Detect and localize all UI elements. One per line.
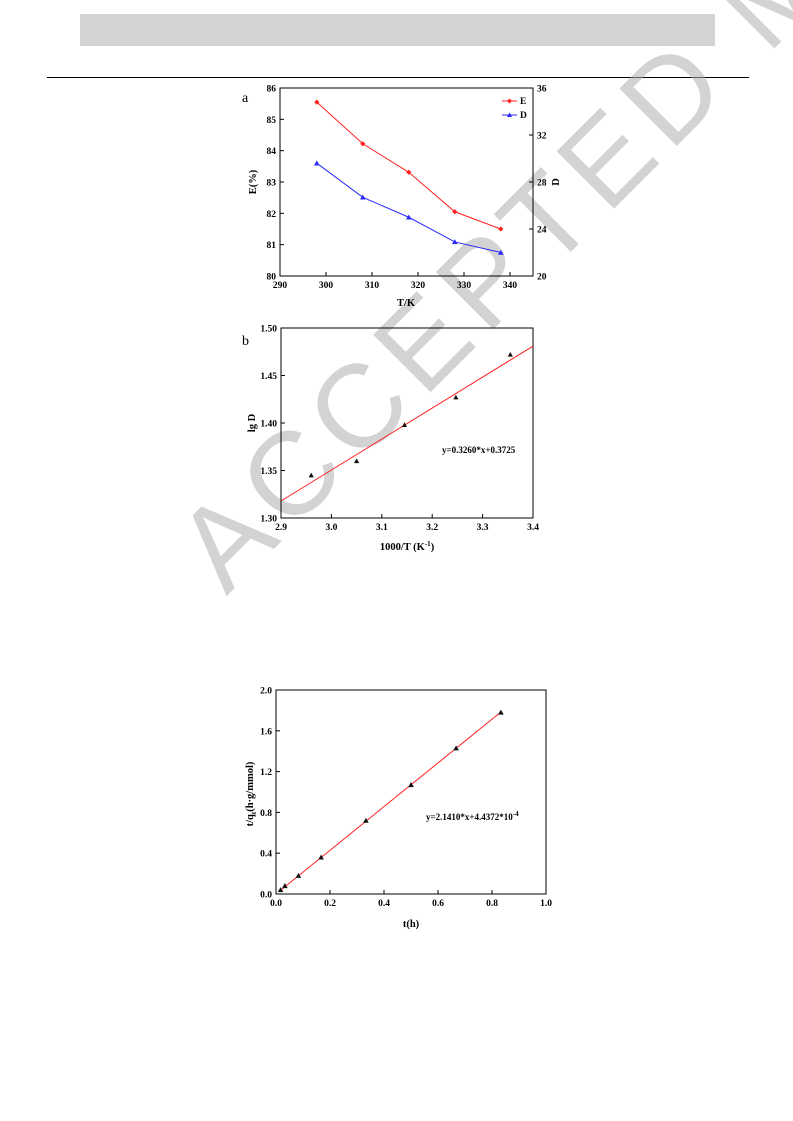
legend-marker-e: [507, 98, 512, 104]
data-point-c: [453, 745, 459, 751]
a-y2-tick-label: 32: [537, 132, 547, 142]
b-x-tick-label: 3.0: [325, 523, 337, 533]
x-axis-label-c: t(h): [403, 919, 420, 930]
data-point-e: [498, 226, 504, 232]
x-axis-label-a: T/K: [397, 298, 416, 309]
data-point-e: [452, 209, 458, 215]
a-y2-tick-label: 20: [537, 273, 547, 283]
b-y-tick-label: 1.30: [260, 515, 277, 525]
legend-label-e: E: [520, 97, 526, 107]
data-point-d: [360, 194, 366, 200]
data-point-c: [363, 817, 369, 823]
a-x-tick-label: 300: [319, 281, 334, 291]
data-point-c: [408, 782, 414, 788]
data-point-d: [452, 239, 458, 245]
b-x-tick-label: 3.4: [527, 523, 539, 533]
a-y2-tick-label: 24: [537, 226, 547, 236]
data-point-d: [314, 160, 320, 166]
c-x-tick-label: 0.4: [378, 899, 390, 909]
c-y-tick-label: 0.8: [260, 809, 272, 819]
a-y-tick-label: 82: [267, 210, 277, 220]
data-point-d: [498, 249, 504, 255]
data-point-b: [507, 352, 513, 357]
plot-frame-a: [279, 87, 534, 277]
data-point-b: [308, 472, 314, 478]
data-point-c: [318, 854, 324, 860]
b-y-tick-label: 1.40: [260, 420, 277, 430]
b-y-tick-label: 1.50: [260, 325, 277, 335]
c-y-tick-label: 2.0: [260, 687, 272, 697]
a-y-tick-label: 85: [267, 116, 277, 126]
fit-equation-c: y=2.1410*x+4.4372*10-4: [426, 810, 519, 822]
data-point-c: [282, 883, 288, 889]
data-point-b: [354, 458, 360, 464]
header-bar: [80, 14, 715, 46]
c-y-tick-label: 1.6: [260, 727, 272, 737]
b-x-tick-label: 3.1: [376, 523, 388, 533]
a-x-tick-label: 290: [273, 281, 288, 291]
data-point-d: [406, 214, 412, 220]
chart-c: t(h) t/qt(h·g/mmol) 0.0 0.2 0.4 0.6 0.8 1.0 0.…: [245, 687, 552, 931]
data-point-c: [295, 872, 302, 878]
fit-line-b: [280, 345, 534, 502]
c-y-tick-label: 0.0: [260, 891, 272, 901]
fit-equation-b: y=0.3260*x+0.3725: [442, 445, 516, 455]
legend-label-d: D: [520, 111, 527, 121]
series-line-e: [316, 101, 501, 230]
fit-line-c: [280, 711, 502, 891]
a-x-tick-label: 310: [365, 281, 380, 291]
a-y-tick-label: 81: [267, 241, 277, 251]
a-y2-tick-label: 36: [537, 85, 547, 95]
data-point-b: [453, 394, 459, 400]
c-y-tick-label: 0.4: [260, 850, 272, 860]
panel-letter-b: b: [242, 334, 249, 349]
data-point-c: [498, 709, 504, 715]
legend-a: E D: [502, 97, 527, 121]
a-y-tick-label: 84: [267, 147, 277, 157]
data-point-c: [277, 887, 284, 893]
a-x-tick-label: 340: [503, 281, 518, 291]
data-point-e: [360, 141, 366, 147]
y-axis-label-c: t/qt(h·g/mmol): [245, 761, 258, 826]
c-x-tick-label: 1.0: [540, 899, 552, 909]
y-axis-label-a: E(%): [248, 169, 259, 194]
y2-axis-label-a: D: [551, 178, 562, 186]
a-x-tick-label: 330: [457, 281, 472, 291]
chart-a: a T/K E(%) D 290 300 310 320 330 340 80 81 82 83 8…: [242, 85, 562, 310]
a-y-tick-label: 83: [267, 179, 277, 189]
a-x-tick-label: 320: [411, 281, 426, 291]
c-x-tick-label: 0.6: [432, 899, 444, 909]
y-axis-label-b: lg D: [247, 413, 258, 432]
c-x-tick-label: 0.0: [270, 899, 282, 909]
a-y-tick-label: 80: [267, 273, 277, 283]
b-x-tick-label: 2.9: [275, 523, 287, 533]
c-x-tick-label: 0.2: [324, 899, 336, 909]
plot-frame-c: [275, 689, 547, 895]
c-y-tick-label: 1.2: [260, 768, 272, 778]
panel-letter-a: a: [242, 91, 249, 106]
c-x-tick-label: 0.8: [486, 899, 498, 909]
b-y-tick-label: 1.35: [260, 467, 277, 477]
x-axis-label-b: 1000/T (K-1): [380, 540, 435, 553]
b-x-tick-label: 3.3: [477, 523, 489, 533]
a-y2-tick-label: 28: [537, 179, 547, 189]
b-x-tick-label: 3.2: [426, 523, 438, 533]
chart-b: b 1000/T (K-1) lg D 2.9 3.0 3.1 3.2 3.3 3.4 1.…: [242, 325, 539, 554]
top-rule: [47, 77, 749, 78]
b-y-tick-label: 1.45: [260, 372, 277, 382]
legend-marker-d: [507, 112, 512, 117]
data-point-b: [401, 422, 408, 427]
series-line-d: [316, 162, 501, 253]
a-y-tick-label: 86: [267, 85, 277, 95]
